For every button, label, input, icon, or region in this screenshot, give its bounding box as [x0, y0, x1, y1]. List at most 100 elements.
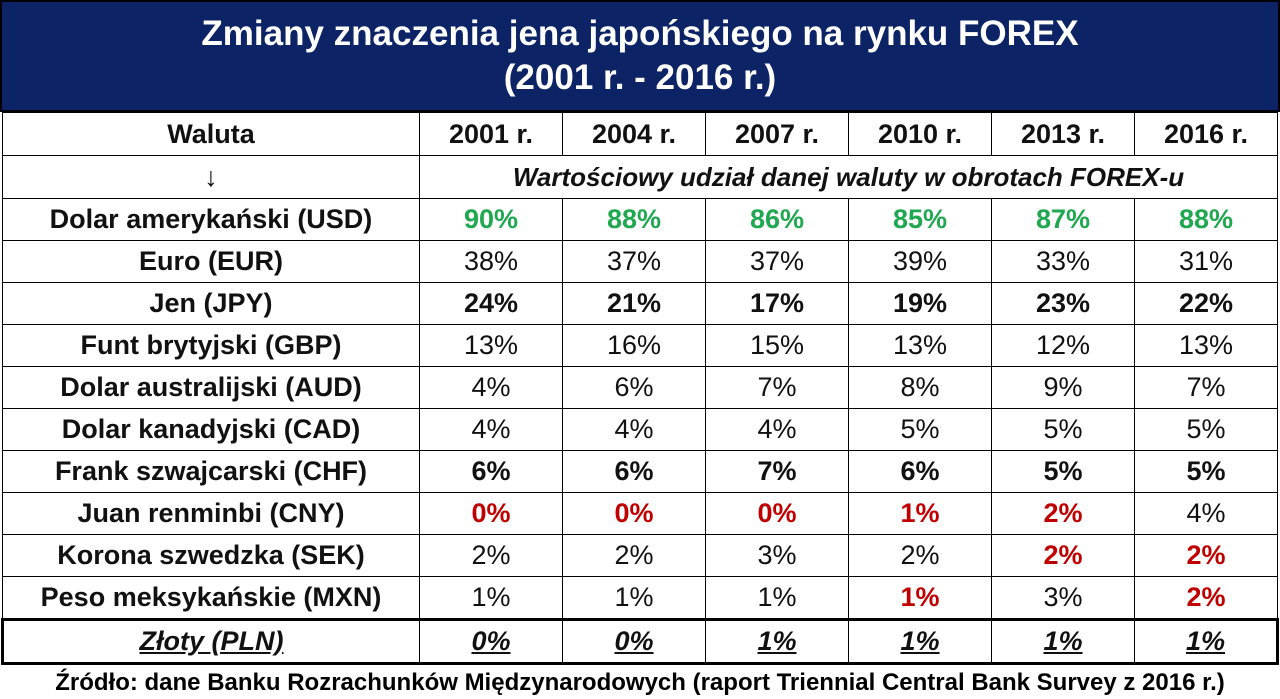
share-cell: 2% [848, 534, 992, 577]
table-row: Dolar australijski (AUD) 4% 6% 7% 8% 9% 7% [2, 366, 1278, 409]
share-cell: 39% [848, 240, 992, 283]
share-cell: 22% [1134, 282, 1278, 325]
share-cell: 86% [705, 198, 849, 241]
share-cell: 0% [562, 492, 706, 535]
share-cell: 2% [991, 534, 1135, 577]
share-cell: 38% [419, 240, 563, 283]
share-cell: 87% [991, 198, 1135, 241]
currency-name: Funt brytyjski (GBP) [2, 324, 420, 367]
currency-name: Dolar australijski (AUD) [2, 366, 420, 409]
share-cell: 21% [562, 282, 706, 325]
table-row: Dolar amerykański (USD) 90% 88% 86% 85% 87% 88… [2, 198, 1278, 241]
share-cell: 4% [562, 408, 706, 451]
share-cell: 33% [991, 240, 1135, 283]
share-cell: 2% [1134, 576, 1278, 620]
share-cell: 6% [562, 366, 706, 409]
table-title: Zmiany znaczenia jena japońskiego na ryn… [0, 0, 1280, 112]
share-cell: 2% [562, 534, 706, 577]
header-row: Waluta 2001 r. 2004 r. 2007 r. 2010 r. 2013 … [2, 112, 1278, 156]
share-cell: 85% [848, 198, 992, 241]
share-cell: 4% [419, 366, 563, 409]
table-row: Dolar kanadyjski (CAD) 4% 4% 4% 5% 5% 5% [2, 408, 1278, 451]
header-year: 2013 r. [991, 112, 1135, 156]
currency-name: Peso meksykańskie (MXN) [2, 576, 420, 620]
share-cell: 37% [562, 240, 706, 283]
header-currency: Waluta [2, 112, 420, 156]
table-row: Funt brytyjski (GBP) 13% 16% 15% 13% 12% 13% [2, 324, 1278, 367]
source-note: Źródło: dane Banku Rozrachunków Międzyna… [55, 669, 1225, 696]
share-cell: 6% [562, 450, 706, 493]
share-cell: 0% [562, 618, 706, 665]
share-cell: 2% [1134, 534, 1278, 577]
share-cell: 23% [991, 282, 1135, 325]
share-cell: 3% [991, 576, 1135, 620]
title-line-2: (2001 r. - 2016 r.) [503, 58, 777, 97]
currency-name: Korona szwedzka (SEK) [2, 534, 420, 577]
header-year: 2004 r. [562, 112, 706, 156]
share-cell: 90% [419, 198, 563, 241]
share-cell: 1% [848, 618, 992, 665]
share-cell: 5% [1134, 450, 1278, 493]
currency-name: Złoty (PLN) [1, 618, 420, 665]
share-cell: 0% [419, 618, 563, 665]
currency-name: Dolar amerykański (USD) [2, 198, 420, 241]
currency-name: Euro (EUR) [2, 240, 420, 283]
table-row: Euro (EUR) 38% 37% 37% 39% 33% 31% [2, 240, 1278, 283]
table-row: Jen (JPY) 24% 21% 17% 19% 23% 22% [2, 282, 1278, 325]
share-cell: 1% [705, 576, 849, 620]
share-cell: 1% [419, 576, 563, 620]
share-cell: 17% [705, 282, 849, 325]
currency-share-table: Waluta 2001 r. 2004 r. 2007 r. 2010 r. 2013 … [1, 112, 1279, 665]
share-cell: 5% [991, 408, 1135, 451]
share-cell: 19% [848, 282, 992, 325]
currency-name: Jen (JPY) [2, 282, 420, 325]
down-arrow-icon: ↓ [2, 155, 420, 199]
share-cell: 88% [562, 198, 706, 241]
share-cell: 13% [848, 324, 992, 367]
share-cell: 4% [705, 408, 849, 451]
table-row: Juan renminbi (CNY) 0% 0% 0% 1% 2% 4% [2, 492, 1278, 535]
share-cell: 37% [705, 240, 849, 283]
currency-name: Dolar kanadyjski (CAD) [2, 408, 420, 451]
share-cell: 88% [1134, 198, 1278, 241]
table-row: Korona szwedzka (SEK) 2% 2% 3% 2% 2% 2% [2, 534, 1278, 577]
share-cell: 5% [991, 450, 1135, 493]
share-cell: 13% [1134, 324, 1278, 367]
share-cell: 8% [848, 366, 992, 409]
share-cell: 3% [705, 534, 849, 577]
share-cell: 6% [419, 450, 563, 493]
share-cell: 31% [1134, 240, 1278, 283]
table-row: Złoty (PLN) 0% 0% 1% 1% 1% 1% [1, 618, 1279, 665]
share-cell: 15% [705, 324, 849, 367]
title-line-1: Zmiany znaczenia jena japońskiego na ryn… [201, 14, 1079, 53]
share-cell: 2% [419, 534, 563, 577]
share-cell: 0% [419, 492, 563, 535]
table-row: Frank szwajcarski (CHF) 6% 6% 7% 6% 5% 5% [2, 450, 1278, 493]
share-cell: 0% [705, 492, 849, 535]
subheader-row: ↓ Wartościowy udział danej waluty w obro… [2, 155, 1278, 199]
share-cell: 1% [848, 492, 992, 535]
share-cell: 24% [419, 282, 563, 325]
header-year: 2010 r. [848, 112, 992, 156]
share-cell: 1% [705, 618, 849, 665]
currency-name: Juan renminbi (CNY) [2, 492, 420, 535]
share-cell: 7% [705, 450, 849, 493]
share-cell: 2% [991, 492, 1135, 535]
share-cell: 5% [1134, 408, 1278, 451]
share-cell: 1% [848, 576, 992, 620]
share-cell: 16% [562, 324, 706, 367]
share-cell: 6% [848, 450, 992, 493]
share-cell: 1% [991, 618, 1135, 665]
share-cell: 4% [419, 408, 563, 451]
share-cell: 13% [419, 324, 563, 367]
share-cell: 4% [1134, 492, 1278, 535]
currency-name: Frank szwajcarski (CHF) [2, 450, 420, 493]
header-year: 2001 r. [419, 112, 563, 156]
share-cell: 5% [848, 408, 992, 451]
subheader: Wartościowy udział danej waluty w obrota… [419, 155, 1278, 199]
share-cell: 1% [1134, 618, 1279, 665]
header-year: 2007 r. [705, 112, 849, 156]
share-cell: 12% [991, 324, 1135, 367]
share-cell: 7% [705, 366, 849, 409]
share-cell: 7% [1134, 366, 1278, 409]
